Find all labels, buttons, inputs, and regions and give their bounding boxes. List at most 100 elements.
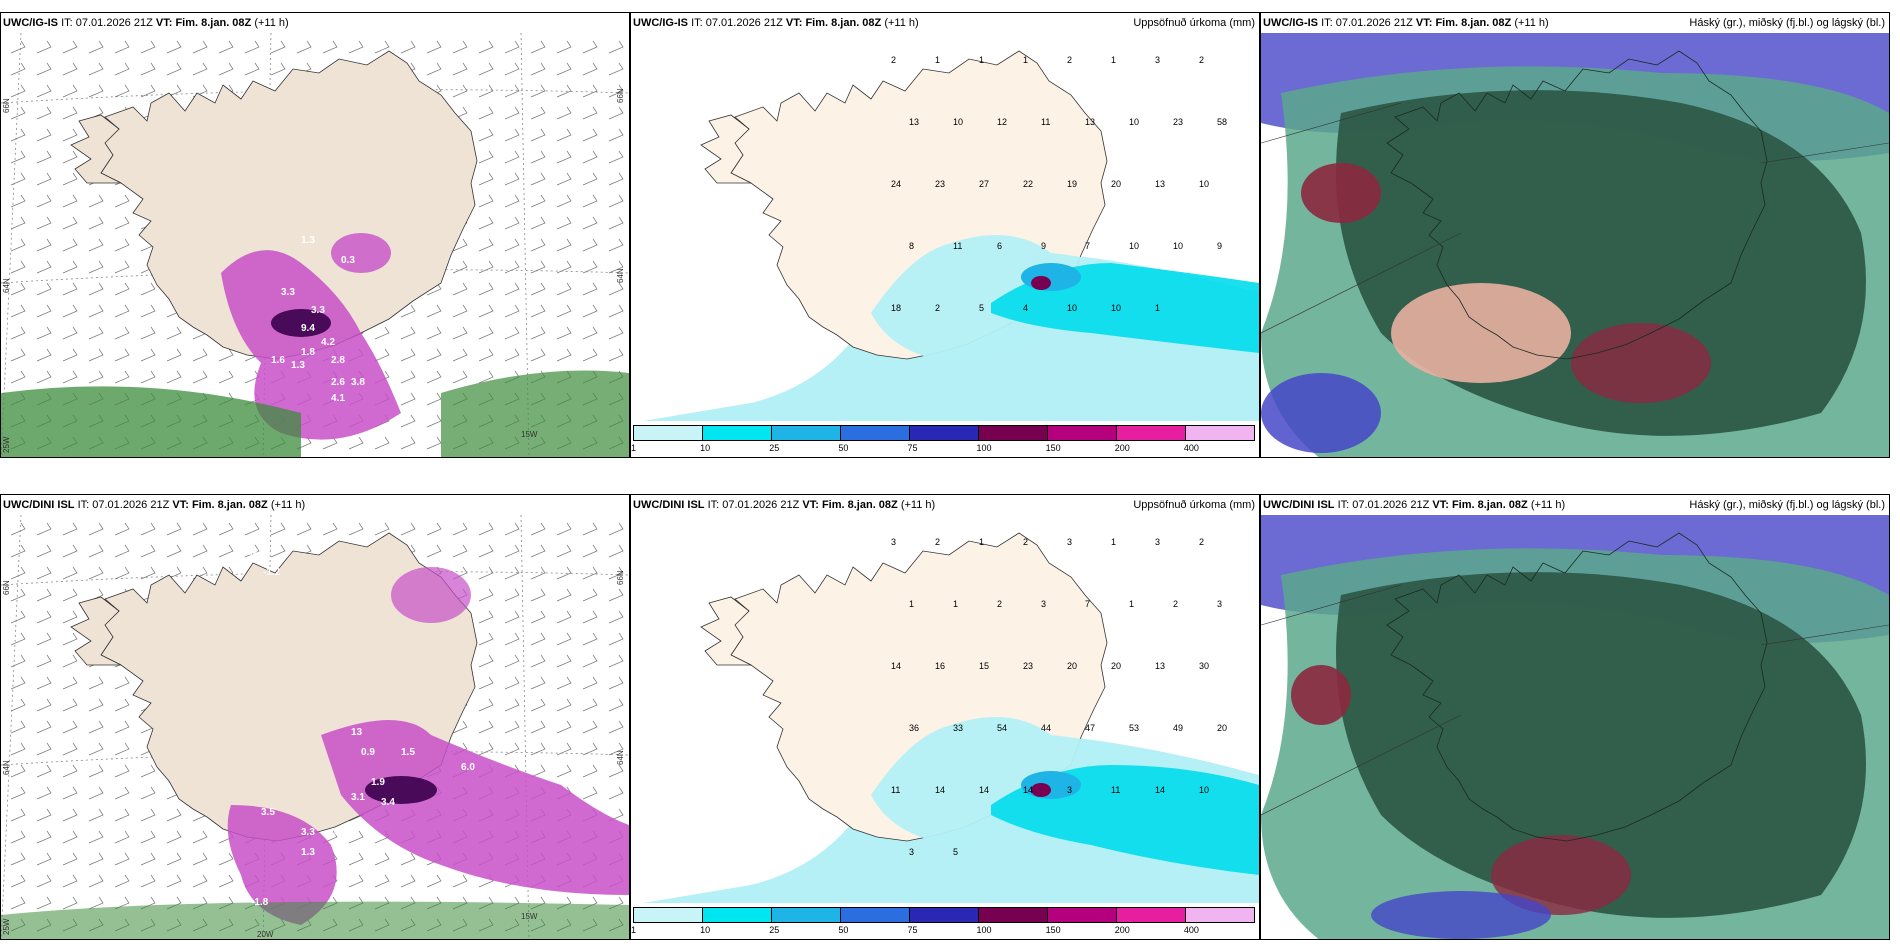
wind-barb xyxy=(608,304,624,318)
wind-barb xyxy=(530,522,546,536)
wind-temp-value: 4.1 xyxy=(331,393,345,404)
wind-barb xyxy=(582,282,598,296)
wind-barb xyxy=(582,128,598,142)
wind-barb xyxy=(114,874,130,888)
wind-barb xyxy=(62,720,78,734)
wind-barb xyxy=(62,742,78,756)
wind-barb xyxy=(556,194,572,208)
wind-temp-value: 0.9 xyxy=(361,747,375,758)
wind-barb xyxy=(478,370,494,384)
wind-barb xyxy=(88,720,104,734)
it-value: 07.01.2026 21Z xyxy=(75,17,153,29)
wind-barb xyxy=(62,588,78,602)
wind-barb xyxy=(62,304,78,318)
wind-barb xyxy=(62,216,78,230)
wind-barb xyxy=(62,62,78,76)
wind-temp-value: 9.4 xyxy=(301,323,315,334)
precip-value: 1 xyxy=(1023,55,1028,65)
wind-barb xyxy=(504,698,520,712)
panel-title-precip: Uppsöfnuð úrkoma (mm) xyxy=(1133,17,1255,29)
wind-barb xyxy=(36,106,52,120)
wind-barb xyxy=(140,348,156,362)
wind-barb xyxy=(270,40,286,54)
precip-value: 3 xyxy=(1041,599,1046,609)
precip-value: 2 xyxy=(1199,537,1204,547)
wind-barb xyxy=(504,128,520,142)
precip-value: 1 xyxy=(1111,55,1116,65)
wind-barb xyxy=(36,610,52,624)
lon-label-25w: 25W xyxy=(2,436,11,453)
wind-barb xyxy=(426,522,442,536)
wind-barb xyxy=(478,326,494,340)
precip-value: 23 xyxy=(935,179,945,189)
wind-barb xyxy=(10,522,26,536)
panel-top-left: UWC/IG-IS IT: 07.01.2026 21Z VT: Fim. 8.… xyxy=(0,12,630,458)
wind-barb xyxy=(36,370,52,384)
precip-value: 2 xyxy=(1199,55,1204,65)
wind-barb xyxy=(556,326,572,340)
low-cloud-area xyxy=(1336,572,1866,918)
wind-barb xyxy=(10,62,26,76)
lat-label-64n: 64N xyxy=(616,268,625,283)
legend-label: 10 xyxy=(700,925,711,935)
wind-barb xyxy=(452,40,468,54)
precip-value: 5 xyxy=(953,847,958,857)
wind-barb xyxy=(140,566,156,580)
precip-light-area xyxy=(871,717,1151,845)
wind-barb xyxy=(374,348,390,362)
wind-barb xyxy=(530,282,546,296)
vt-value: Fim. 8.jan. 08Z xyxy=(805,17,882,29)
wind-barb xyxy=(140,522,156,536)
precip-value: 1 xyxy=(1155,303,1160,313)
precip-value: 54 xyxy=(997,723,1007,733)
wind-barb xyxy=(504,216,520,230)
precip-value: 2 xyxy=(935,303,940,313)
wind-barb xyxy=(478,698,494,712)
wind-barb xyxy=(582,194,598,208)
wind-barb xyxy=(582,610,598,624)
wind-barb xyxy=(10,194,26,208)
wind-barb xyxy=(62,172,78,186)
wind-barb xyxy=(10,40,26,54)
wind-barb xyxy=(582,522,598,536)
legend-label: 200 xyxy=(1114,925,1130,935)
wind-barb xyxy=(452,370,468,384)
wind-barb xyxy=(62,150,78,164)
precip-value: 3 xyxy=(891,537,896,547)
wind-barb xyxy=(62,610,78,624)
wind-barb xyxy=(36,62,52,76)
wind-barb xyxy=(36,852,52,866)
precip-value: 13 xyxy=(1155,179,1165,189)
wind-barb xyxy=(582,40,598,54)
wind-barb xyxy=(114,326,130,340)
wind-barb xyxy=(608,84,624,98)
grid-line xyxy=(1261,714,1462,816)
wind-barb xyxy=(608,62,624,76)
wind-barb xyxy=(36,764,52,778)
precip-value: 58 xyxy=(1217,117,1227,127)
wind-barb xyxy=(88,566,104,580)
wind-barb xyxy=(478,522,494,536)
model-name: UWC/DINI ISL xyxy=(1263,499,1335,511)
wind-barb xyxy=(426,326,442,340)
wind-barb xyxy=(478,106,494,120)
grid-line xyxy=(1261,584,1402,626)
legend-swatch xyxy=(1186,908,1254,922)
wind-barb xyxy=(10,238,26,252)
precip-green-area xyxy=(1,901,629,939)
wind-barb xyxy=(192,522,208,536)
wind-barb xyxy=(452,84,468,98)
panel-top-right: UWC/IG-IS IT: 07.01.2026 21Z VT: Fim. 8.… xyxy=(1260,12,1890,458)
wind-barb xyxy=(582,172,598,186)
wind-barb xyxy=(530,544,546,558)
wind-barb xyxy=(608,698,624,712)
wind-barb xyxy=(10,128,26,142)
wind-barb xyxy=(478,676,494,690)
wind-barb xyxy=(10,742,26,756)
wind-barb xyxy=(114,238,130,252)
wind-barb xyxy=(36,326,52,340)
grid-line xyxy=(1760,142,1889,164)
wind-barb xyxy=(88,348,104,362)
wind-barb xyxy=(452,260,468,274)
wind-barb xyxy=(504,348,520,362)
